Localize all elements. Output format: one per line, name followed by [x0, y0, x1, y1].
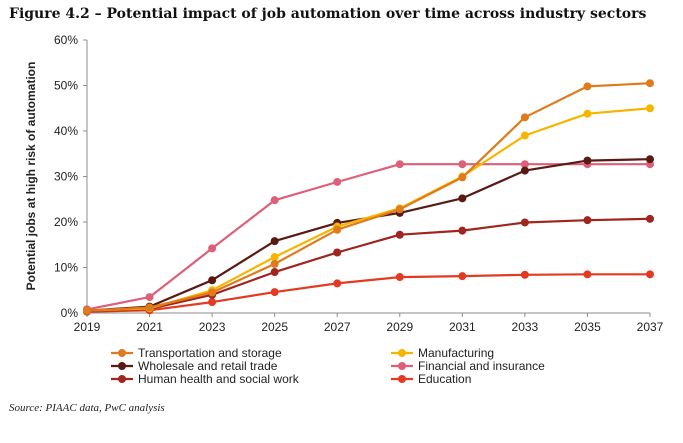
data-point — [583, 109, 592, 118]
data-point — [333, 279, 342, 288]
data-point — [395, 230, 404, 239]
legend-item: Human health and social work — [111, 372, 300, 386]
legend-label: Transportation and storage — [138, 346, 282, 360]
x-tick-label: 2025 — [261, 320, 288, 334]
legend-marker — [118, 362, 126, 370]
data-point — [395, 273, 404, 282]
data-point — [646, 104, 654, 113]
legend-label: Manufacturing — [418, 346, 494, 360]
data-point — [208, 276, 217, 285]
series-line — [86, 217, 651, 313]
data-point — [395, 160, 404, 169]
data-point — [520, 160, 529, 169]
x-tick-label: 2029 — [386, 320, 413, 334]
y-tick-label: 0% — [61, 306, 79, 320]
series-transportation-and-storage — [83, 79, 654, 315]
data-point — [208, 288, 217, 297]
figure-title: Figure 4.2 – Potential impact of job aut… — [9, 6, 647, 22]
data-point — [646, 155, 654, 164]
y-tick-label: 30% — [54, 170, 78, 184]
data-point — [458, 226, 467, 235]
legend-marker — [398, 349, 406, 357]
x-tick-labels: 2019 2021 2023 2025 2027 2029 2031 2033 2035 2037 — [74, 320, 664, 334]
data-point — [646, 270, 654, 279]
y-tick-label: 20% — [54, 215, 78, 229]
data-point — [520, 166, 529, 175]
data-point — [583, 156, 592, 165]
x-tick-label: 2021 — [136, 320, 163, 334]
x-tick-label: 2035 — [574, 320, 601, 334]
y-tick-label: 40% — [54, 124, 78, 138]
data-point — [520, 270, 529, 279]
data-point — [458, 173, 467, 182]
legend-marker — [398, 375, 406, 383]
data-point — [520, 218, 529, 227]
data-point — [270, 268, 279, 277]
data-point — [395, 205, 404, 214]
data-point — [520, 131, 529, 140]
legend-item: Transportation and storage — [111, 346, 282, 360]
legend-marker — [118, 375, 126, 383]
legend-label: Education — [418, 372, 471, 386]
x-tick-label: 2037 — [637, 320, 664, 334]
data-point — [583, 270, 592, 279]
series-line — [86, 163, 650, 311]
series-financial-and-insurance — [83, 160, 654, 314]
legend-marker — [118, 349, 126, 357]
series-line — [86, 158, 651, 312]
series-human-health-and-social-work — [83, 214, 654, 316]
series-wholesale-and-retail-trade — [83, 155, 654, 315]
series-line — [86, 273, 650, 313]
data-point — [145, 303, 154, 312]
y-axis-label: Potential jobs at high risk of automatio… — [24, 62, 38, 291]
x-tick-label: 2019 — [74, 320, 101, 334]
data-point — [270, 196, 279, 205]
data-point — [583, 82, 592, 91]
data-point — [83, 306, 91, 315]
legend-label: Wholesale and retail trade — [138, 359, 278, 373]
data-point — [333, 177, 342, 186]
x-tick-label: 2023 — [199, 320, 226, 334]
data-point — [270, 288, 279, 297]
series-line — [86, 82, 651, 312]
data-point — [208, 298, 217, 307]
legend-item: Manufacturing — [391, 346, 494, 360]
legend-item: Financial and insurance — [391, 359, 545, 373]
series-lines — [83, 79, 654, 316]
x-tick-label: 2031 — [449, 320, 476, 334]
data-point — [583, 216, 592, 225]
data-point — [270, 253, 279, 262]
y-tick-label: 60% — [54, 33, 78, 47]
data-point — [145, 293, 154, 302]
legend-item: Wholesale and retail trade — [111, 359, 278, 373]
legend-item: Education — [391, 372, 471, 386]
x-tick-label: 2033 — [512, 320, 539, 334]
y-tick-label: 10% — [54, 261, 78, 275]
x-tick-label: 2027 — [324, 320, 351, 334]
data-point — [270, 259, 279, 268]
data-point — [208, 244, 217, 253]
data-point — [333, 225, 342, 234]
data-point — [458, 194, 467, 203]
data-point — [333, 248, 342, 257]
data-point — [646, 214, 654, 223]
y-tick-label: 50% — [54, 79, 78, 93]
data-point — [646, 79, 654, 88]
data-point — [520, 113, 529, 122]
legend-label: Human health and social work — [138, 372, 300, 386]
data-point — [458, 272, 467, 281]
legend-marker — [398, 362, 406, 370]
y-tick-labels: 0% 10% 20% 30% 40% 50% 60% — [54, 33, 78, 320]
legend: Transportation and storage Manufacturing W… — [111, 346, 545, 386]
series-education — [83, 270, 654, 316]
legend-label: Financial and insurance — [418, 359, 545, 373]
source-note: Source: PIAAC data, PwC analysis — [9, 402, 165, 414]
data-point — [270, 237, 279, 246]
data-point — [458, 160, 467, 169]
